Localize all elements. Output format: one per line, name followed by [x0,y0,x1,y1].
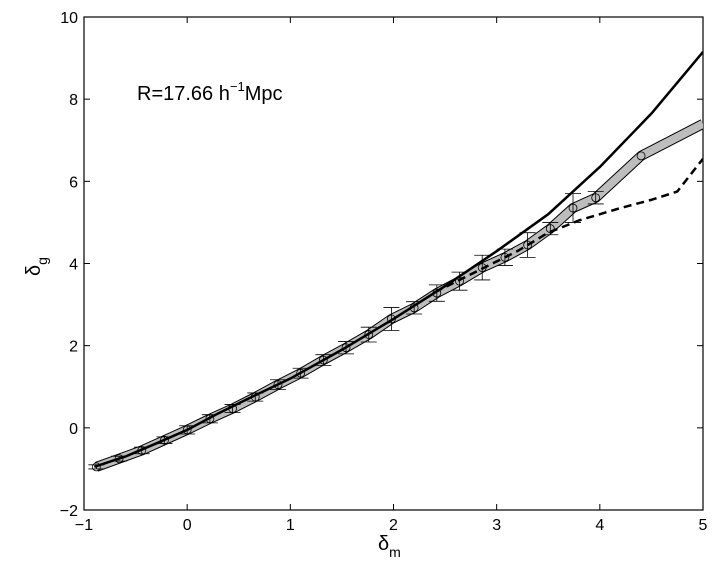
data-point [432,288,442,298]
y-axis-label: δg [23,257,50,276]
data-point [455,276,464,286]
series-layer [88,51,703,472]
data-point [545,224,555,233]
data-point [387,314,396,324]
x-tick-label: 2 [389,517,398,534]
y-tick-label: 6 [69,174,78,191]
y-axis-label-symbol: δ [23,265,45,276]
annotation-suffix: Mpc [245,83,283,105]
x-axis-label-symbol: δ [378,533,389,555]
annotation-prefix: R=17.66 h [137,83,230,105]
data-point [568,203,578,213]
radius-annotation: R=17.66 h−1Mpc [137,79,282,105]
y-tick-label: 0 [69,421,78,438]
series-group [88,51,703,472]
y-tick-label: 8 [69,92,78,109]
data-point [182,425,192,435]
data-point [500,252,510,262]
data-point [160,435,169,445]
data-point [205,414,215,424]
x-tick-label: 0 [183,517,192,534]
x-tick-label: −1 [75,517,93,534]
data-point [477,263,487,273]
data-point [137,446,147,455]
data-point [409,303,419,313]
data-point [114,454,124,464]
data-point [591,193,601,203]
x-tick-label: 1 [286,517,295,534]
data-point [523,240,533,250]
data-point [91,462,101,472]
data-point [273,380,283,390]
y-tick-label: 2 [69,339,78,356]
data-point [250,392,260,402]
y-axis-label-subscript: g [34,257,50,265]
x-tick-label: 3 [492,517,501,534]
data-point [228,404,237,413]
data-point [364,330,374,339]
y-tick-label: 4 [69,257,78,274]
x-axis-label-subscript: m [389,544,401,560]
data-point [296,368,306,378]
annotation-superscript: −1 [230,79,245,94]
y-tick-label: 10 [60,10,78,27]
axis-ticks: −1 0 1 2 3 4 5 −2 0 2 4 6 8 10 [60,10,708,534]
data-point [636,151,646,161]
data-point [318,355,328,365]
data-point [341,343,351,353]
y-tick-label: −2 [60,503,78,520]
x-tick-label: 5 [699,517,708,534]
x-tick-label: 4 [595,517,604,534]
x-axis-label: δm [378,533,401,560]
solid-curve [93,51,703,469]
dashed-curve [434,157,703,294]
